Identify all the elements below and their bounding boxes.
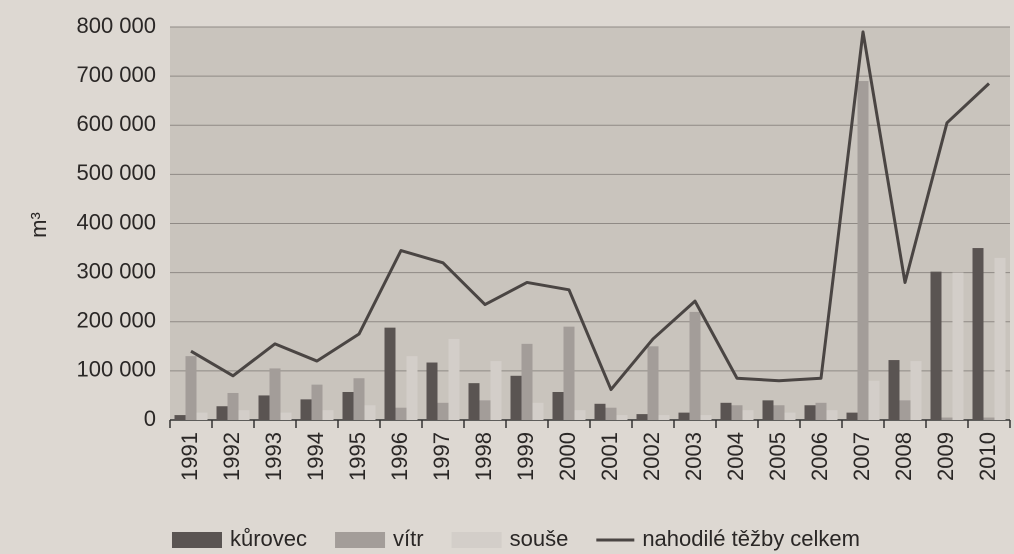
bar — [784, 412, 796, 420]
bar — [468, 383, 480, 420]
bar — [395, 407, 407, 420]
bar — [227, 392, 239, 420]
bar — [616, 415, 628, 420]
y-tick-label: 200 000 — [76, 308, 156, 333]
legend-label: kůrovec — [230, 526, 307, 551]
y-axis-label: m³ — [26, 212, 51, 238]
bar — [238, 410, 250, 420]
x-tick-label: 2006 — [807, 432, 832, 481]
bar — [384, 327, 396, 420]
y-tick-label: 100 000 — [76, 357, 156, 382]
bar — [941, 417, 953, 420]
x-tick-label: 1993 — [261, 432, 286, 481]
bar — [972, 248, 984, 420]
bar — [804, 405, 816, 420]
bar — [930, 271, 942, 420]
x-tick-label: 2008 — [891, 432, 916, 481]
bar — [700, 415, 712, 420]
bar — [490, 361, 502, 420]
bar — [689, 311, 701, 420]
x-tick-label: 2007 — [849, 432, 874, 481]
bar — [574, 410, 586, 420]
x-tick-label: 1991 — [177, 432, 202, 481]
bar — [269, 368, 281, 420]
x-tick-label: 2002 — [639, 432, 664, 481]
bar — [185, 356, 197, 420]
x-tick-label: 1997 — [429, 432, 454, 481]
x-tick-label: 1994 — [303, 432, 328, 481]
bar — [196, 412, 208, 420]
legend-swatch — [451, 532, 502, 548]
bar — [311, 384, 323, 420]
x-tick-label: 2003 — [681, 432, 706, 481]
bar — [636, 414, 648, 420]
x-tick-label: 1995 — [345, 432, 370, 481]
bar — [174, 415, 186, 420]
bar — [983, 417, 995, 420]
bar — [888, 360, 900, 420]
x-tick-label: 2009 — [933, 432, 958, 481]
bar — [532, 402, 544, 420]
bar — [868, 380, 880, 420]
line — [190, 30, 991, 392]
bar — [826, 410, 838, 420]
y-tick-label: 800 000 — [76, 13, 156, 38]
x-tick-label: 1996 — [387, 432, 412, 481]
bar — [280, 412, 292, 420]
x-tick-label: 1999 — [513, 432, 538, 481]
bar — [815, 402, 827, 420]
bar — [731, 405, 743, 420]
bar — [952, 272, 964, 420]
bar — [994, 257, 1006, 420]
legend-swatch — [171, 532, 222, 548]
y-tick-label: 300 000 — [76, 258, 156, 283]
bar — [448, 338, 460, 420]
y-tick-label: 700 000 — [76, 62, 156, 87]
x-tick-label: 2005 — [765, 432, 790, 481]
bar — [364, 405, 376, 420]
bar — [521, 343, 533, 420]
y-tick-label: 400 000 — [76, 209, 156, 234]
x-tick-label: 2001 — [597, 432, 622, 481]
bar — [742, 410, 754, 420]
x-tick-label: 1992 — [219, 432, 244, 481]
y-tick-label: 600 000 — [76, 111, 156, 136]
bar — [342, 391, 354, 420]
y-tick-label: 500 000 — [76, 160, 156, 185]
bar — [910, 361, 922, 420]
bar — [216, 406, 228, 420]
bar — [594, 403, 606, 420]
bar — [605, 407, 617, 420]
bar — [426, 362, 438, 420]
bar — [647, 346, 659, 420]
bar — [846, 412, 858, 420]
x-tick-label: 2010 — [975, 432, 1000, 481]
bar — [563, 326, 575, 420]
legend-label: vítr — [393, 526, 424, 551]
bar — [322, 410, 334, 420]
bar — [258, 395, 270, 420]
bar — [552, 391, 564, 420]
bar — [510, 375, 522, 420]
legend-label: souše — [510, 526, 569, 551]
legend-swatch — [335, 532, 386, 548]
bar — [899, 400, 911, 420]
bar — [720, 402, 732, 420]
x-tick-label: 2000 — [555, 432, 580, 481]
x-tick-label: 2004 — [723, 432, 748, 481]
bar — [406, 356, 418, 420]
bar — [857, 81, 869, 420]
bar — [678, 412, 690, 420]
bar — [773, 405, 785, 420]
bar — [353, 378, 365, 420]
bar — [658, 415, 670, 420]
y-tick-label: 0 — [144, 406, 156, 431]
bar — [479, 400, 491, 420]
bar — [300, 399, 312, 420]
legend-label: nahodilé těžby celkem — [642, 526, 860, 551]
bar — [437, 402, 449, 420]
bar — [762, 400, 774, 420]
x-tick-label: 1998 — [471, 432, 496, 481]
